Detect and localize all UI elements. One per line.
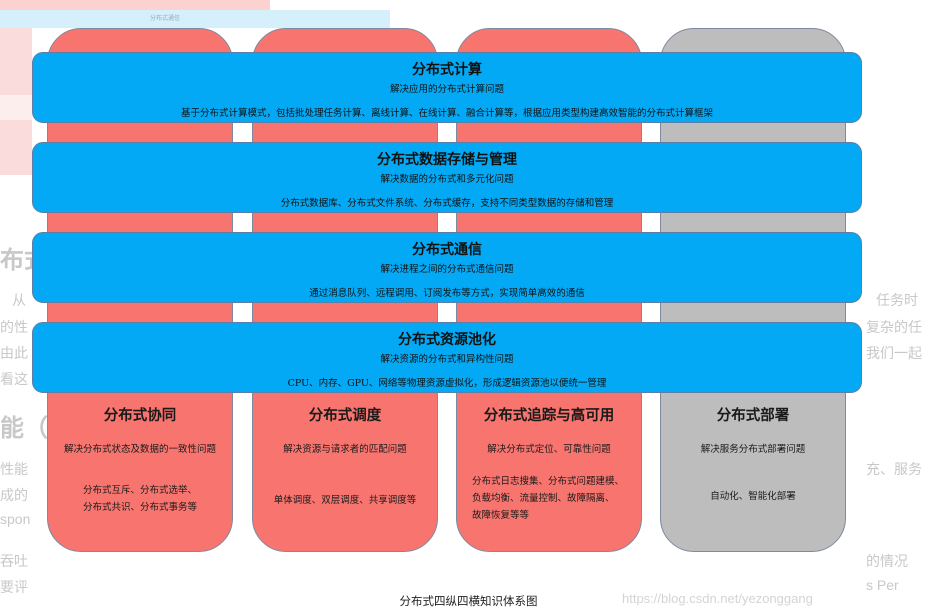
column-coordination-details: 分布式互斥、分布式选举、 分布式共识、分布式事务等 [47,482,233,516]
background-text-right-2: 复杂的任 [866,319,922,335]
column-tracing-detail-line: 分布式日志搜集、分布式问题建模、 [472,476,625,487]
background-text-left-4: 看这 [0,371,28,387]
column-scheduling-detail-line: 单体调度、双层调度、共享调度等 [273,495,417,506]
column-coordination-subtitle: 解决分布式状态及数据的一致性问题 [63,444,216,455]
background-text-left-1: 从 [12,292,26,308]
band-computing-title: 分布式计算 [412,62,482,78]
column-coordination-detail-line: 分布式互斥、分布式选举、 [82,485,197,496]
column-tracing-title: 分布式追踪与高可用 [483,407,615,424]
band-communication-title: 分布式通信 [412,242,482,258]
column-deployment-subtitle: 解决服务分布式部署问题 [700,444,806,455]
column-deployment-details: 自动化、智能化部署 [660,488,846,505]
background-text-left-5: 性能 [0,461,28,477]
band-storage-title: 分布式数据存储与管理 [377,152,517,168]
column-scheduling-details: 单体调度、双层调度、共享调度等 [252,492,438,509]
band-resource-pooling-title: 分布式资源池化 [398,332,496,348]
column-tracing-detail-line: 负载均衡、流量控制、故障隔离、 [472,493,615,504]
column-coordination-detail-line: 分布式共识、分布式事务等 [82,502,197,513]
column-coordination-title: 分布式协同 [103,407,177,424]
background-heading-2: 能（ [0,415,48,442]
background-text-right-1: 任务时 [876,292,918,308]
background-text-left-7: spon [0,511,31,527]
background-thumbnail: 分布式通信 [0,0,390,175]
background-text-right-4: 充、服务 [866,461,922,477]
band-resource-pooling: 分布式资源池化 解决资源的分布式和异构性问题 CPU、内存、GPU、网络等物理资… [32,322,862,393]
band-storage: 分布式数据存储与管理 解决数据的分布式和多元化问题 分布式数据库、分布式文件系统… [32,142,862,213]
background-text-right-5: 的情况 [866,553,908,569]
band-storage-subtitle: 解决数据的分布式和多元化问题 [380,174,514,185]
column-tracing-details: 分布式日志搜集、分布式问题建模、 负载均衡、流量控制、故障隔离、 故障恢复等等 [456,473,642,524]
background-text-right-3: 我们一起 [866,345,922,361]
column-scheduling-title: 分布式调度 [308,407,382,424]
background-text-left-3: 由此 [0,345,28,361]
column-scheduling-subtitle: 解决资源与请求者的匹配问题 [283,444,407,455]
band-resource-pooling-detail: CPU、内存、GPU、网络等物理资源虚拟化，形成逻辑资源池以便统一管理 [287,378,607,389]
column-deployment-detail-line: 自动化、智能化部署 [710,491,796,502]
column-tracing-subtitle: 解决分布式定位、可靠性问题 [487,444,611,455]
band-computing-subtitle: 解决应用的分布式计算问题 [389,84,504,95]
background-text-left-8: 吞吐 [0,553,28,569]
band-computing: 分布式计算 解决应用的分布式计算问题 基于分布式计算模式，包括批处理任务计算、离… [32,52,862,123]
band-storage-detail: 分布式数据库、分布式文件系统、分布式缓存，支持不同类型数据的存储和管理 [280,198,614,209]
band-communication-subtitle: 解决进程之间的分布式通信问题 [380,264,514,275]
background-text-left-9: 要评 [0,579,28,595]
band-resource-pooling-subtitle: 解决资源的分布式和异构性问题 [380,354,514,365]
background-thumbnail-caption: 分布式通信 [150,16,181,22]
background-text-right-6: s Per [866,577,899,593]
column-deployment-title: 分布式部署 [716,407,790,424]
background-text-left-6: 成的 [0,487,28,503]
band-computing-detail: 基于分布式计算模式，包括批处理任务计算、离线计算、在线计算、融合计算等，根据应用… [180,108,713,119]
column-tracing-detail-line: 故障恢复等等 [472,510,530,521]
band-communication: 分布式通信 解决进程之间的分布式通信问题 通过消息队列、远程调用、订阅发布等方式… [32,232,862,303]
watermark: https://blog.csdn.net/yezonggang [622,591,813,606]
band-communication-detail: 通过消息队列、远程调用、订阅发布等方式，实现简单高效的通信 [309,288,585,299]
background-text-left-2: 的性 [0,319,28,335]
